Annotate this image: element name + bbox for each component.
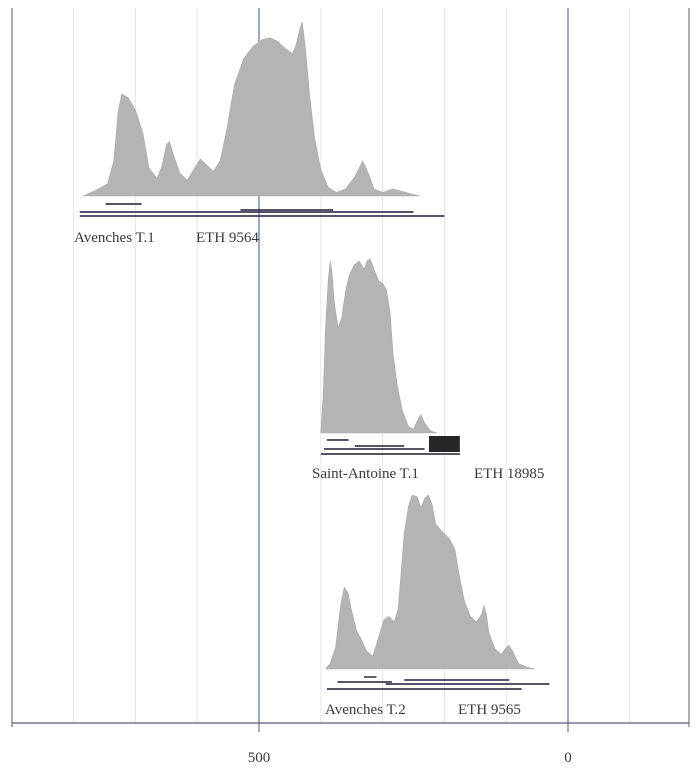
lab-code-label: ETH 9564 [196, 230, 259, 246]
probability-area [82, 21, 420, 197]
distribution-2: Saint-Antoine T.1 ETH 18985 [312, 258, 544, 482]
lab-code-label: ETH 18985 [474, 466, 544, 482]
probability-area [320, 258, 438, 434]
distribution-name-label: Avenches T.1 [74, 230, 155, 246]
axis-layer: 500 0 [11, 8, 690, 766]
distribution-name-label: Saint-Antoine T.1 [312, 466, 419, 482]
distribution-3: Avenches T.2 ETH 9565 [325, 494, 550, 718]
series-layer: Avenches T.1 ETH 9564 Saint-Antoine T.1 ETH… [74, 21, 550, 718]
distribution-name-label: Avenches T.2 [325, 702, 406, 718]
highlight-block [428, 436, 460, 452]
x-tick-label: 500 [248, 750, 271, 766]
distribution-1: Avenches T.1 ETH 9564 [74, 21, 445, 246]
probability-area [325, 494, 535, 670]
x-tick-label: 0 [564, 750, 572, 766]
lab-code-label: ETH 9565 [458, 702, 521, 718]
